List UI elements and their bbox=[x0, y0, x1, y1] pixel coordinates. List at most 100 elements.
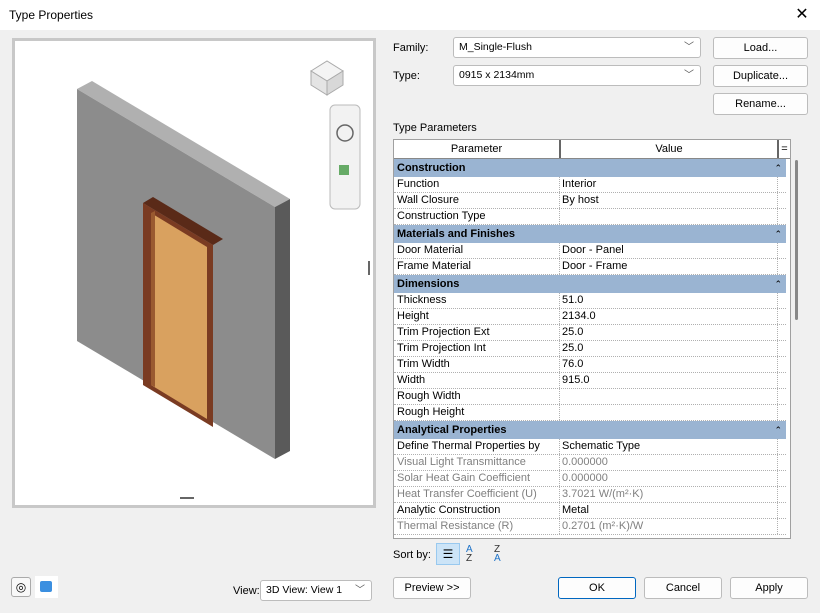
group-header[interactable]: Analytical Properties ⌃ bbox=[394, 421, 786, 439]
parameter-value[interactable]: Schematic Type bbox=[560, 439, 778, 454]
view-value: 3D View: View 1 bbox=[266, 584, 343, 596]
formula-cell[interactable] bbox=[778, 259, 786, 274]
parameter-value[interactable]: 25.0 bbox=[560, 325, 778, 340]
parameter-row[interactable]: Trim Width 76.0 bbox=[394, 357, 786, 373]
parameter-name: Frame Material bbox=[394, 259, 560, 274]
formula-cell[interactable] bbox=[778, 405, 786, 420]
preview-viewport[interactable] bbox=[12, 38, 376, 508]
parameter-row[interactable]: Analytic Construction Metal bbox=[394, 503, 786, 519]
formula-cell[interactable] bbox=[778, 341, 786, 356]
formula-cell[interactable] bbox=[778, 193, 786, 208]
parameter-value[interactable]: 2134.0 bbox=[560, 309, 778, 324]
formula-cell[interactable] bbox=[778, 373, 786, 388]
column-value[interactable]: Value bbox=[561, 140, 779, 158]
formula-cell[interactable] bbox=[778, 439, 786, 454]
formula-cell[interactable] bbox=[778, 519, 786, 534]
parameter-name: Trim Projection Int bbox=[394, 341, 560, 356]
collapse-icon[interactable]: ⌃ bbox=[774, 425, 782, 435]
type-parameters-label: Type Parameters bbox=[393, 122, 477, 134]
collapse-icon[interactable]: ⌃ bbox=[774, 163, 782, 173]
parameter-row[interactable]: Width 915.0 bbox=[394, 373, 786, 389]
parameter-row[interactable]: Function Interior bbox=[394, 177, 786, 193]
parameter-value[interactable]: 0.2701 (m²·K)/W bbox=[560, 519, 778, 534]
parameter-value[interactable]: Interior bbox=[560, 177, 778, 192]
resize-handle[interactable] bbox=[368, 261, 370, 275]
view-dropdown[interactable]: 3D View: View 1 ﹀ bbox=[260, 580, 372, 601]
group-name: Dimensions bbox=[397, 278, 460, 290]
parameter-name: Analytic Construction bbox=[394, 503, 560, 518]
parameter-value[interactable] bbox=[560, 389, 778, 404]
parameter-name: Door Material bbox=[394, 243, 560, 258]
parameter-value[interactable] bbox=[560, 209, 778, 224]
parameter-value[interactable]: 76.0 bbox=[560, 357, 778, 372]
group-header[interactable]: Dimensions ⌃ bbox=[394, 275, 786, 293]
parameter-row[interactable]: Heat Transfer Coefficient (U) 3.7021 W/(m… bbox=[394, 487, 786, 503]
parameter-row[interactable]: Door Material Door - Panel bbox=[394, 243, 786, 259]
rename-button[interactable]: Rename... bbox=[713, 93, 808, 115]
parameter-value[interactable]: Door - Panel bbox=[560, 243, 778, 258]
navigation-bar[interactable] bbox=[329, 104, 361, 210]
parameter-row[interactable]: Rough Height bbox=[394, 405, 786, 421]
resize-handle-bottom[interactable] bbox=[180, 497, 194, 499]
parameter-row[interactable]: Construction Type bbox=[394, 209, 786, 225]
family-dropdown[interactable]: M_Single-Flush ﹀ bbox=[453, 37, 701, 58]
formula-cell[interactable] bbox=[778, 389, 786, 404]
formula-cell[interactable] bbox=[778, 309, 786, 324]
column-parameter[interactable]: Parameter bbox=[394, 140, 561, 158]
parameter-row[interactable]: Thickness 51.0 bbox=[394, 293, 786, 309]
view-cube-toggle[interactable] bbox=[35, 576, 58, 598]
parameter-row[interactable]: Trim Projection Int 25.0 bbox=[394, 341, 786, 357]
cancel-button[interactable]: Cancel bbox=[644, 577, 722, 599]
formula-cell[interactable] bbox=[778, 471, 786, 486]
parameter-value[interactable]: 3.7021 W/(m²·K) bbox=[560, 487, 778, 502]
parameters-grid[interactable]: Parameter Value = Construction ⌃ Function I… bbox=[393, 139, 791, 539]
sort-grouped-icon[interactable]: ☰ bbox=[436, 543, 460, 565]
viewcube-icon[interactable] bbox=[310, 60, 344, 96]
group-header[interactable]: Construction ⌃ bbox=[394, 159, 786, 177]
parameter-value[interactable]: By host bbox=[560, 193, 778, 208]
parameter-value[interactable] bbox=[560, 405, 778, 420]
vertical-scrollbar[interactable] bbox=[791, 158, 801, 539]
parameter-row[interactable]: Trim Projection Ext 25.0 bbox=[394, 325, 786, 341]
formula-cell[interactable] bbox=[778, 325, 786, 340]
parameter-value[interactable]: 51.0 bbox=[560, 293, 778, 308]
collapse-icon[interactable]: ⌃ bbox=[774, 229, 782, 239]
duplicate-button[interactable]: Duplicate... bbox=[713, 65, 808, 87]
formula-cell[interactable] bbox=[778, 209, 786, 224]
collapse-icon[interactable]: ⌃ bbox=[774, 279, 782, 289]
type-dropdown[interactable]: 0915 x 2134mm ﹀ bbox=[453, 65, 701, 86]
parameter-row[interactable]: Solar Heat Gain Coefficient 0.000000 bbox=[394, 471, 786, 487]
group-header[interactable]: Materials and Finishes ⌃ bbox=[394, 225, 786, 243]
parameter-value[interactable]: Door - Frame bbox=[560, 259, 778, 274]
formula-cell[interactable] bbox=[778, 487, 786, 502]
load-button[interactable]: Load... bbox=[713, 37, 808, 59]
formula-cell[interactable] bbox=[778, 243, 786, 258]
parameter-row[interactable]: Height 2134.0 bbox=[394, 309, 786, 325]
parameter-row[interactable]: Rough Width bbox=[394, 389, 786, 405]
formula-cell[interactable] bbox=[778, 293, 786, 308]
scrollbar-thumb[interactable] bbox=[795, 160, 798, 320]
parameter-row[interactable]: Frame Material Door - Frame bbox=[394, 259, 786, 275]
parameter-name: Width bbox=[394, 373, 560, 388]
apply-button[interactable]: Apply bbox=[730, 577, 808, 599]
parameter-row[interactable]: Wall Closure By host bbox=[394, 193, 786, 209]
ok-button[interactable]: OK bbox=[558, 577, 636, 599]
steering-wheel-icon[interactable]: ◎ bbox=[11, 577, 31, 597]
view-label: View: bbox=[233, 585, 260, 597]
parameter-row[interactable]: Define Thermal Properties by Schematic Ty… bbox=[394, 439, 786, 455]
formula-cell[interactable] bbox=[778, 503, 786, 518]
close-icon[interactable]: ✕ bbox=[795, 6, 809, 23]
preview-button[interactable]: Preview >> bbox=[393, 577, 471, 599]
parameter-value[interactable]: 915.0 bbox=[560, 373, 778, 388]
parameter-row[interactable]: Visual Light Transmittance 0.000000 bbox=[394, 455, 786, 471]
parameter-value[interactable]: 0.000000 bbox=[560, 471, 778, 486]
parameter-row[interactable]: Thermal Resistance (R) 0.2701 (m²·K)/W bbox=[394, 519, 786, 535]
parameter-value[interactable]: 25.0 bbox=[560, 341, 778, 356]
formula-cell[interactable] bbox=[778, 357, 786, 372]
parameter-value[interactable]: Metal bbox=[560, 503, 778, 518]
formula-cell[interactable] bbox=[778, 177, 786, 192]
formula-cell[interactable] bbox=[778, 455, 786, 470]
parameter-value[interactable]: 0.000000 bbox=[560, 455, 778, 470]
